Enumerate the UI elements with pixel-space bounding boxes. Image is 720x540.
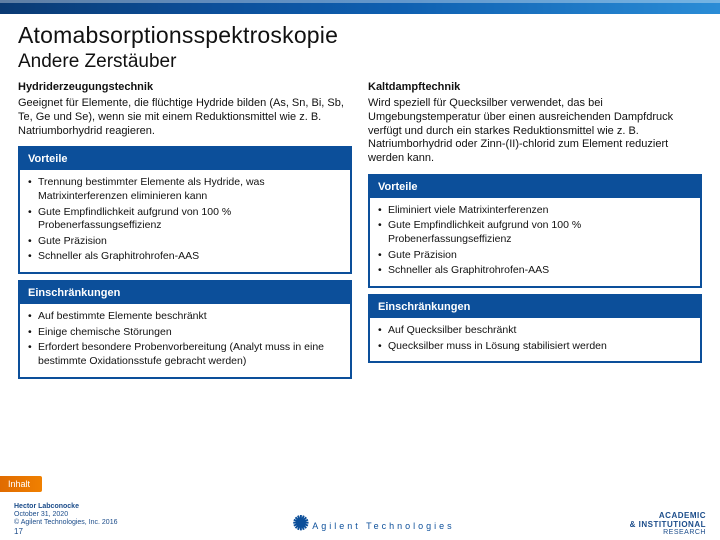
footer-right-top: ACADEMIC [630, 511, 706, 520]
right-heading: Kaltdampftechnik [368, 81, 702, 93]
right-limitations-block: Einschränkungen Auf Quecksilber beschrän… [368, 294, 702, 363]
right-limitations-label: Einschränkungen [370, 296, 700, 318]
footer-date: October 31, 2020 [14, 511, 118, 519]
slide-root: Atomabsorptionsspektroskopie Andere Zers… [0, 0, 720, 540]
column-right: Kaltdampftechnik Wird speziell für Queck… [368, 81, 702, 385]
footer-left: Hector Labconocke October 31, 2020 © Agi… [14, 503, 118, 536]
slide-subtitle: Andere Zerstäuber [18, 51, 702, 73]
slide-title: Atomabsorptionsspektroskopie [18, 22, 702, 49]
content-area: Atomabsorptionsspektroskopie Andere Zers… [0, 14, 720, 385]
footer-right-mid: & INSTITUTIONAL [630, 520, 706, 529]
list-item: Gute Empfindlichkeit aufgrund von 100 % … [28, 206, 342, 233]
right-advantages-list: Eliminiert viele Matrixinterferenzen Gut… [378, 204, 692, 278]
list-item: Eliminiert viele Matrixinterferenzen [378, 204, 692, 218]
footer-page-number: 17 [14, 527, 118, 536]
inhalt-tab[interactable]: Inhalt [0, 476, 42, 492]
left-limitations-list: Auf bestimmte Elemente beschränkt Einige… [28, 310, 342, 369]
left-limitations-label: Einschränkungen [20, 282, 350, 304]
footer-author: Hector Labconocke [14, 503, 118, 511]
list-item: Gute Präzision [378, 249, 692, 263]
left-advantages-block: Vorteile Trennung bestimmter Elemente al… [18, 146, 352, 274]
right-limitations-list: Auf Quecksilber beschränkt Quecksilber m… [378, 324, 692, 353]
footer-copyright: © Agilent Technologies, Inc. 2016 [14, 519, 118, 527]
agilent-text: Agilent Technologies [312, 521, 454, 531]
list-item: Auf bestimmte Elemente beschränkt [28, 310, 342, 324]
columns: Hydriderzeugungstechnik Geeignet für Ele… [18, 81, 702, 385]
spark-icon: ✺ [292, 514, 309, 534]
footer: Hector Labconocke October 31, 2020 © Agi… [0, 496, 720, 540]
column-left: Hydriderzeugungstechnik Geeignet für Ele… [18, 81, 352, 385]
agilent-logo: ✺ Agilent Technologies [292, 516, 454, 536]
right-advantages-block: Vorteile Eliminiert viele Matrixinterfer… [368, 174, 702, 288]
list-item: Einige chemische Störungen [28, 326, 342, 340]
left-advantages-list: Trennung bestimmter Elemente als Hydride… [28, 176, 342, 264]
right-paragraph: Wird speziell für Quecksilber verwendet,… [368, 97, 702, 166]
left-heading: Hydriderzeugungstechnik [18, 81, 352, 93]
list-item: Erfordert besondere Probenvorbereitung (… [28, 341, 342, 368]
footer-right-bot: RESEARCH [630, 529, 706, 536]
list-item: Quecksilber muss in Lösung stabilisiert … [378, 340, 692, 354]
left-advantages-label: Vorteile [20, 148, 350, 170]
left-limitations-block: Einschränkungen Auf bestimmte Elemente b… [18, 280, 352, 379]
list-item: Auf Quecksilber beschränkt [378, 324, 692, 338]
footer-right: ACADEMIC & INSTITUTIONAL RESEARCH [630, 511, 706, 536]
list-item: Gute Präzision [28, 235, 342, 249]
list-item: Schneller als Graphitrohrofen-AAS [28, 250, 342, 264]
left-paragraph: Geeignet für Elemente, die flüchtige Hyd… [18, 97, 352, 138]
top-strip [0, 0, 720, 14]
list-item: Gute Empfindlichkeit aufgrund von 100 % … [378, 219, 692, 246]
inhalt-label: Inhalt [8, 479, 30, 489]
list-item: Schneller als Graphitrohrofen-AAS [378, 264, 692, 278]
list-item: Trennung bestimmter Elemente als Hydride… [28, 176, 342, 203]
right-advantages-label: Vorteile [370, 176, 700, 198]
footer-center: ✺ Agilent Technologies [292, 516, 454, 536]
